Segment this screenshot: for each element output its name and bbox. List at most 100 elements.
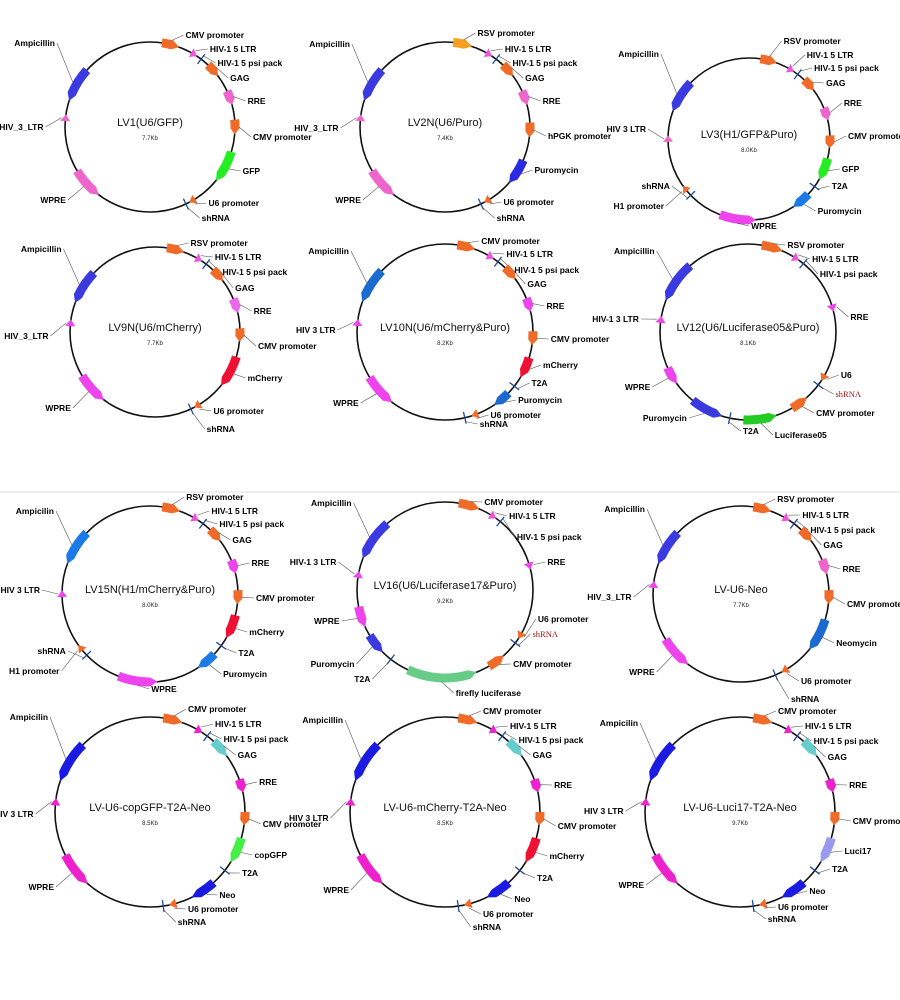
feature-arrow bbox=[65, 319, 76, 327]
label-leader bbox=[61, 650, 78, 672]
label-leader bbox=[476, 414, 489, 419]
feature-arc bbox=[361, 267, 385, 302]
feature-arrow bbox=[471, 408, 480, 419]
feature-label: U6 promoter bbox=[188, 904, 239, 914]
label-leader bbox=[362, 186, 380, 201]
feature-label: RRE bbox=[251, 558, 269, 568]
feature-u6-promoter: U6 promoter bbox=[168, 898, 239, 914]
feature-t2a: T2A bbox=[354, 654, 396, 684]
feature-label: U6 promoter bbox=[490, 410, 541, 420]
feature-shrna: shRNA bbox=[187, 403, 235, 434]
label-leader bbox=[492, 252, 505, 255]
feature-arc bbox=[191, 879, 217, 898]
feature-label: T2A bbox=[242, 868, 258, 878]
plasmid-name: LV1(U6/GFP) bbox=[117, 117, 183, 129]
label-leader bbox=[72, 391, 90, 409]
label-leader bbox=[498, 55, 511, 64]
feature-label: WPRE bbox=[625, 382, 651, 392]
feature-arrow bbox=[188, 48, 197, 58]
feature-hiv-1-5-psi-pack: HIV-1 5 psi pack bbox=[198, 518, 284, 529]
feature-arc bbox=[240, 812, 250, 826]
feature-label: hPGK promoter bbox=[548, 131, 612, 141]
label-leader bbox=[238, 126, 252, 138]
feature-label: Ampicillin bbox=[308, 246, 349, 256]
label-leader bbox=[467, 240, 480, 244]
feature-label: shRNA bbox=[532, 629, 558, 639]
feature-arc bbox=[657, 529, 681, 564]
feature-arc bbox=[797, 526, 812, 542]
feature-arrow bbox=[168, 898, 178, 909]
label-leader bbox=[220, 272, 234, 289]
feature-t2a: T2A bbox=[219, 866, 258, 878]
feature-arc bbox=[501, 264, 516, 280]
feature-hiv-1-5-ltr: HIV-1 5 LTR bbox=[193, 252, 261, 263]
feature-arc bbox=[752, 713, 773, 725]
feature-arc bbox=[222, 89, 235, 106]
feature-label: HIV-1 5 LTR bbox=[807, 50, 854, 60]
feature-hiv-1-5-ltr: HIV-1 5 LTR bbox=[781, 510, 849, 522]
label-leader bbox=[500, 893, 513, 900]
feature-cmv-promoter: CMV promoter bbox=[528, 331, 610, 346]
feature-rsv-promoter: RSV promoter bbox=[452, 28, 535, 49]
feature-arc bbox=[356, 853, 383, 884]
feature-label: HIV-1 5 LTR bbox=[510, 721, 557, 731]
feature-label: HIV-1 5 psi pack bbox=[513, 58, 578, 68]
feature-t2a: T2A bbox=[509, 378, 548, 391]
feature-arc bbox=[161, 38, 180, 50]
feature-label: HIV-1 5 LTR bbox=[509, 511, 556, 521]
feature-label: CMV promoter bbox=[483, 706, 542, 716]
plasmid-size: 7.7Kb bbox=[147, 341, 163, 347]
feature-label: shRNA bbox=[480, 419, 508, 429]
plasmid-map-lv2n-u6-puro: LV2N(U6/Puro) 7.4Kb Ampicillin RSV promoter… bbox=[294, 28, 612, 223]
label-leader bbox=[520, 169, 533, 175]
label-leader bbox=[163, 909, 176, 923]
feature-label: T2A bbox=[354, 674, 370, 684]
feature-cmv-promoter: CMV promoter bbox=[830, 812, 900, 826]
feature-arc bbox=[161, 502, 181, 514]
feature-ampicillin: Ampicillin bbox=[618, 49, 694, 112]
feature-label: WPRE bbox=[323, 885, 349, 895]
feature-rsv-promoter: RSV promoter bbox=[166, 238, 248, 255]
feature-arc bbox=[229, 297, 241, 313]
feature-label: RRE bbox=[543, 96, 561, 106]
feature-label: U6 bbox=[841, 370, 852, 380]
label-leader bbox=[786, 673, 800, 682]
feature-shrna: shRNA bbox=[462, 411, 508, 429]
feature-cmv-promoter: CMV promoter bbox=[789, 397, 875, 418]
feature-hiv-1-5-psi-pack: HIV-1 5 psi pack bbox=[203, 730, 289, 744]
feature-label: RRE bbox=[254, 306, 272, 316]
label-leader bbox=[465, 421, 478, 425]
label-leader bbox=[830, 850, 843, 853]
feature-label: Luciferase05 bbox=[775, 430, 827, 440]
feature-arrow bbox=[352, 570, 363, 579]
label-leader bbox=[625, 801, 642, 812]
label-leader bbox=[495, 725, 509, 728]
feature-label: CMV promoter bbox=[253, 132, 312, 142]
feature-gag: GAG bbox=[800, 738, 847, 762]
feature-arc bbox=[116, 671, 158, 687]
label-leader bbox=[215, 67, 229, 79]
feature-label: CMV promoter bbox=[186, 30, 245, 40]
feature-arc bbox=[362, 67, 386, 101]
feature-label: HIV 3 LTR bbox=[296, 325, 336, 335]
feature-label: CMV promoter bbox=[256, 593, 315, 603]
label-leader bbox=[35, 801, 52, 815]
label-leader bbox=[813, 745, 826, 758]
plasmid-name: LV3(H1/GFP&Puro) bbox=[701, 129, 797, 141]
feature-hiv-3-ltr: HIV 3 LTR bbox=[289, 797, 356, 823]
feature-hiv-1-5-ltr: HIV-1 5 LTR bbox=[785, 50, 854, 73]
label-leader bbox=[205, 893, 218, 896]
feature-rre: RRE bbox=[229, 297, 272, 316]
feature-arrow bbox=[57, 590, 68, 598]
feature-label: WPRE bbox=[45, 403, 71, 413]
feature-label: H1 promoter bbox=[9, 666, 60, 676]
feature-label: Ampicillin bbox=[309, 39, 350, 49]
feature-label: HIV-1 3 LTR bbox=[290, 557, 337, 567]
label-leader bbox=[652, 377, 669, 388]
label-leader bbox=[832, 596, 846, 605]
feature-label: GAG bbox=[533, 750, 553, 760]
feature-hiv-1-5-ltr: HIV-1 5 LTR bbox=[488, 721, 557, 734]
feature-arc bbox=[801, 76, 814, 91]
feature-arc bbox=[530, 777, 542, 793]
feature-arrow bbox=[78, 645, 87, 654]
